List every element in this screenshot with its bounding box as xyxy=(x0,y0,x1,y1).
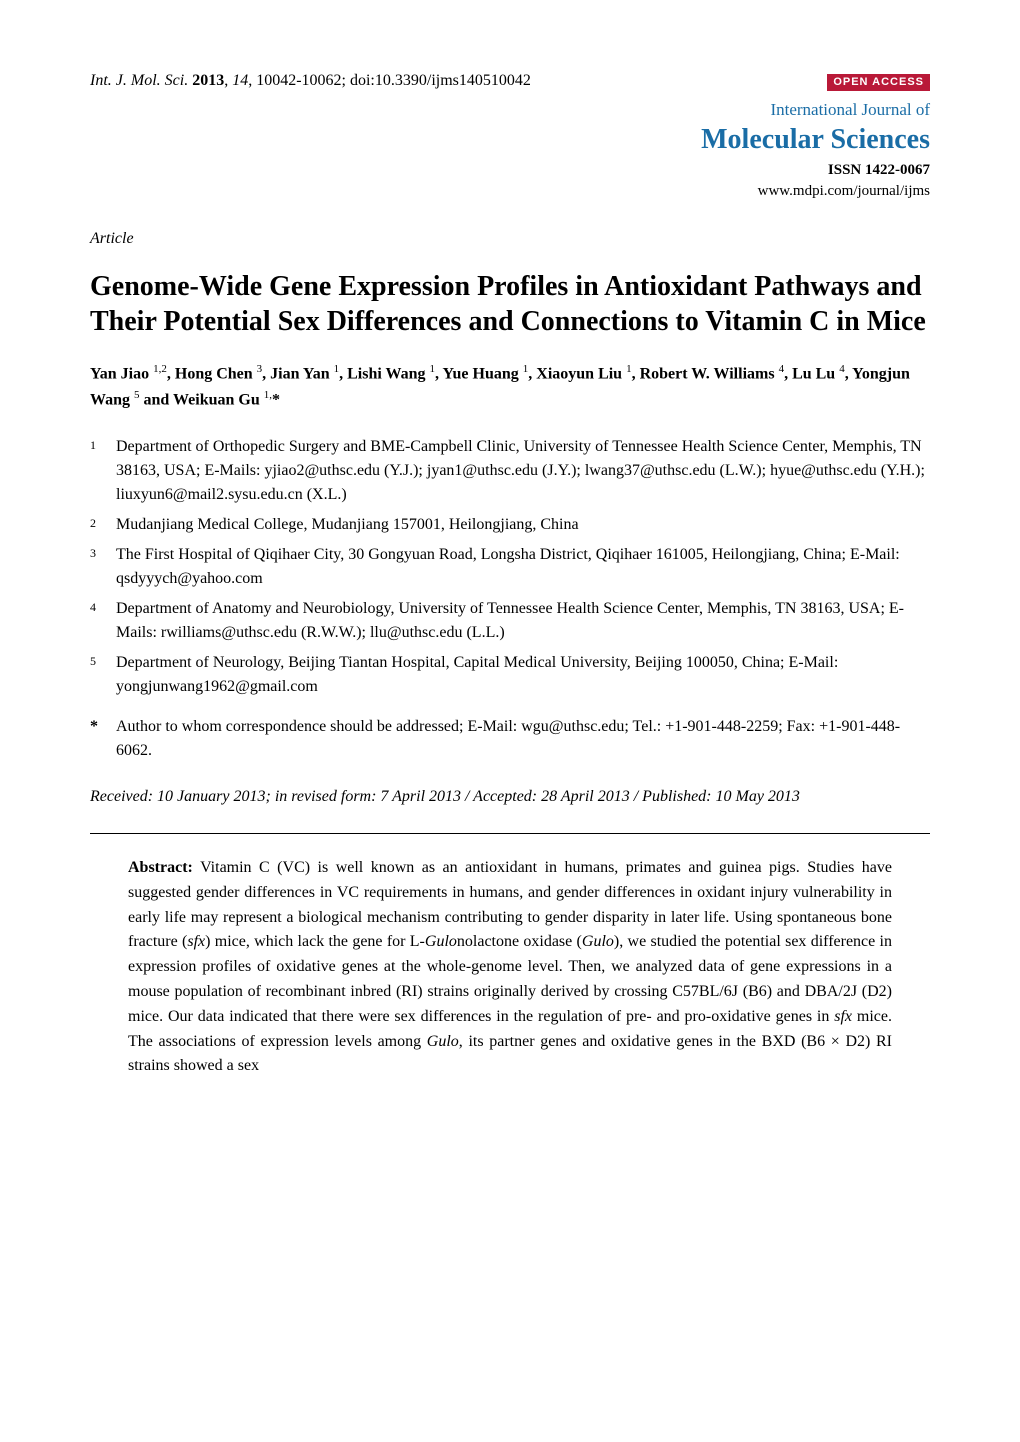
corresponding-text: Author to whom correspondence should be … xyxy=(116,715,930,763)
affiliation-text: Department of Anatomy and Neurobiology, … xyxy=(116,597,930,645)
abstract: Abstract: Vitamin C (VC) is well known a… xyxy=(90,856,930,1079)
open-access-wrap: OPEN ACCESS xyxy=(827,70,930,92)
affiliation-num: 1 xyxy=(90,435,116,454)
citation: Int. J. Mol. Sci. 2013, 14, 10042-10062;… xyxy=(90,70,531,92)
corresponding-row: * Author to whom correspondence should b… xyxy=(90,715,930,763)
authors: Yan Jiao 1,2, Hong Chen 3, Jian Yan 1, L… xyxy=(90,361,930,413)
citation-pages: 10042-10062 xyxy=(256,72,341,89)
corresponding-star: * xyxy=(90,715,116,739)
journal-issn: ISSN 1422-0067 xyxy=(90,160,930,181)
affiliation-row: 5 Department of Neurology, Beijing Tiant… xyxy=(90,651,930,699)
affiliation-text: Department of Neurology, Beijing Tiantan… xyxy=(116,651,930,699)
citation-doi: doi:10.3390/ijms140510042 xyxy=(350,72,531,89)
journal-name-main: Molecular Sciences xyxy=(90,120,930,159)
citation-volume: 14 xyxy=(232,72,248,89)
article-dates: Received: 10 January 2013; in revised fo… xyxy=(90,785,930,809)
affiliations: 1 Department of Orthopedic Surgery and B… xyxy=(90,435,930,699)
article-type: Article xyxy=(90,228,930,250)
affiliation-row: 3 The First Hospital of Qiqihaer City, 3… xyxy=(90,543,930,591)
affiliation-text: Department of Orthopedic Surgery and BME… xyxy=(116,435,930,507)
citation-year: 2013 xyxy=(192,72,224,89)
section-divider xyxy=(90,833,930,834)
affiliation-text: Mudanjiang Medical College, Mudanjiang 1… xyxy=(116,513,930,537)
open-access-badge: OPEN ACCESS xyxy=(827,74,930,91)
abstract-label: Abstract: xyxy=(128,859,193,876)
comma-sep: , xyxy=(248,72,256,89)
journal-info: International Journal of Molecular Scien… xyxy=(90,98,930,202)
comma-sep: , xyxy=(224,72,232,89)
affiliation-num: 2 xyxy=(90,513,116,532)
affiliation-row: 2 Mudanjiang Medical College, Mudanjiang… xyxy=(90,513,930,537)
journal-url: www.mdpi.com/journal/ijms xyxy=(90,181,930,202)
affiliation-num: 5 xyxy=(90,651,116,670)
article-title: Genome-Wide Gene Expression Profiles in … xyxy=(90,269,930,339)
semicolon-sep: ; xyxy=(342,72,350,89)
affiliation-row: 4 Department of Anatomy and Neurobiology… xyxy=(90,597,930,645)
abstract-text: Vitamin C (VC) is well known as an antio… xyxy=(128,859,892,1074)
affiliation-num: 3 xyxy=(90,543,116,562)
affiliation-row: 1 Department of Orthopedic Surgery and B… xyxy=(90,435,930,507)
affiliation-num: 4 xyxy=(90,597,116,616)
header-row: Int. J. Mol. Sci. 2013, 14, 10042-10062;… xyxy=(90,70,930,92)
journal-name-top: International Journal of xyxy=(90,98,930,122)
affiliation-text: The First Hospital of Qiqihaer City, 30 … xyxy=(116,543,930,591)
journal-abbrev: Int. J. Mol. Sci. xyxy=(90,72,188,89)
